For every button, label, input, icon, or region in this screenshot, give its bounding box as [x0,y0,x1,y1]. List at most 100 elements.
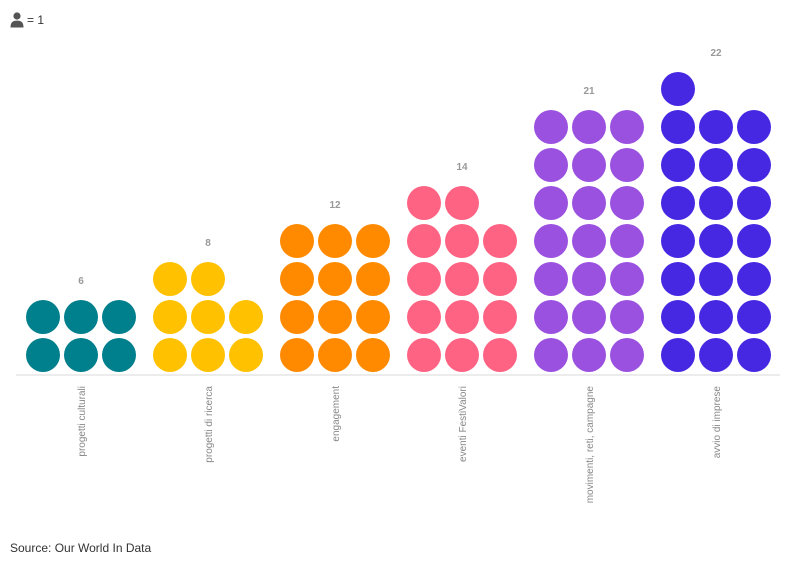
unit-circle [661,148,695,182]
category-label: avvio di imprese [712,386,723,459]
unit-circle [483,262,517,296]
unit-circle [445,224,479,258]
unit-circle [407,338,441,372]
unit-circle [661,72,695,106]
unit-circle [661,224,695,258]
unit-circle [534,186,568,220]
unit-circle [699,224,733,258]
unit-circle [229,300,263,334]
unit-circle [610,262,644,296]
unit-circle [737,110,771,144]
category-label: progetti culturali [77,386,88,457]
data-label: 22 [710,48,722,59]
unit-circle [102,338,136,372]
data-label: 12 [329,200,341,211]
category-label: movimenti, reti, campagne [585,386,596,504]
unit-circle [572,262,606,296]
unit-circle [699,262,733,296]
person-icon [10,12,24,28]
pictogram-chart: 6 progetti culturali 8 progetti di ricerca 1… [16,48,780,504]
unit-circle [610,110,644,144]
unit-circle [534,338,568,372]
unit-circle [737,224,771,258]
unit-circle [661,186,695,220]
unit-circle [318,224,352,258]
legend: = 1 [10,11,44,29]
unit-circle [661,300,695,334]
unit-circle [699,338,733,372]
unit-circle [445,338,479,372]
data-label: 8 [205,238,211,249]
unit-circle [737,148,771,182]
unit-circle [26,338,60,372]
unit-circle [572,110,606,144]
unit-circle [737,300,771,334]
unit-circle [191,338,225,372]
unit-circle [153,338,187,372]
unit-circle [483,300,517,334]
unit-circle [610,338,644,372]
unit-circle [318,338,352,372]
unit-circle [102,300,136,334]
unit-circle [64,300,98,334]
unit-circle [483,338,517,372]
unit-circle [699,110,733,144]
unit-circle [407,186,441,220]
unit-circle [572,186,606,220]
unit-circle [445,300,479,334]
unit-circle [407,300,441,334]
unit-circle [407,262,441,296]
unit-circle [737,186,771,220]
unit-circle [280,300,314,334]
unit-circle [280,338,314,372]
unit-circle [445,262,479,296]
unit-circle [737,338,771,372]
unit-circle [407,224,441,258]
unit-circle [534,224,568,258]
category-label: eventi FestiValori [458,386,469,462]
unit-circle [191,262,225,296]
unit-circle [318,262,352,296]
data-label: 6 [78,276,84,287]
unit-circle [534,148,568,182]
unit-circle [534,110,568,144]
unit-circle [610,148,644,182]
unit-circle [280,262,314,296]
unit-circle [483,224,517,258]
unit-circle [572,300,606,334]
unit-circle [661,110,695,144]
source-note: Source: Our World In Data [10,541,152,555]
unit-circle [445,186,479,220]
unit-circle [610,224,644,258]
unit-circle [610,186,644,220]
unit-circle [191,300,225,334]
unit-circle [610,300,644,334]
data-label: 21 [583,86,595,97]
unit-circle [699,186,733,220]
unit-circle [229,338,263,372]
unit-circle [534,262,568,296]
unit-circle [572,338,606,372]
unit-circle [534,300,568,334]
unit-circle [26,300,60,334]
unit-circle [318,300,352,334]
unit-circle [356,262,390,296]
unit-circle [661,262,695,296]
unit-circle [737,262,771,296]
category-label: engagement [331,386,342,442]
category-label: progetti di ricerca [204,386,215,463]
unit-circle [356,300,390,334]
legend-label: = 1 [27,13,45,27]
unit-circle [572,148,606,182]
unit-circle [356,224,390,258]
unit-circle [153,262,187,296]
unit-circle [64,338,98,372]
unit-circle [572,224,606,258]
data-label: 14 [456,162,468,173]
unit-circle [699,300,733,334]
unit-circle [699,148,733,182]
unit-circle [356,338,390,372]
unit-circle [661,338,695,372]
unit-circle [153,300,187,334]
unit-circle [280,224,314,258]
